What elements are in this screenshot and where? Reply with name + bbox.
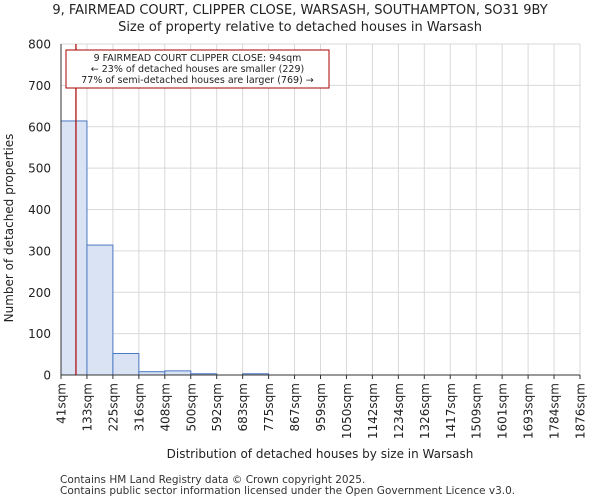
histogram-bar <box>112 352 140 376</box>
y-axis-label: Number of detached properties <box>2 134 16 323</box>
x-tick-label: 592sqm <box>210 383 224 431</box>
axes <box>60 44 581 379</box>
y-tick-label: 800 <box>28 38 51 52</box>
x-tick-label: 1234sqm <box>392 383 406 439</box>
annotation-line: 9 FAIRMEAD COURT CLIPPER CLOSE: 94sqm <box>94 53 302 64</box>
x-tick-label: 41sqm <box>55 383 69 424</box>
chart-subtitle: Size of property relative to detached ho… <box>118 20 482 35</box>
y-tick-labels: 0 100 200 300 400 500 600 700 800 <box>28 38 51 383</box>
bars <box>60 120 270 376</box>
annotation-line: 77% of semi-detached houses are larger (… <box>81 75 314 86</box>
y-tick-label: 700 <box>28 79 51 93</box>
x-tick-label: 1050sqm <box>340 383 354 439</box>
x-tick-label: 1326sqm <box>418 383 432 439</box>
x-tick-label: 1876sqm <box>574 383 588 439</box>
x-tick-label: 1417sqm <box>444 383 458 439</box>
x-tick-label: 225sqm <box>106 383 120 431</box>
x-axis-label: Distribution of detached houses by size … <box>167 447 474 461</box>
y-tick-label: 100 <box>28 327 51 341</box>
footer-licence: Contains public sector information licen… <box>60 485 516 497</box>
x-tick-label: 500sqm <box>184 383 198 431</box>
y-tick-label: 400 <box>28 203 51 217</box>
y-tick-label: 500 <box>28 162 51 176</box>
x-tick-label: 133sqm <box>80 383 94 431</box>
y-tick-label: 200 <box>28 286 51 300</box>
footer-copyright: Contains HM Land Registry data © Crown c… <box>60 474 366 486</box>
x-tick-label: 1784sqm <box>548 383 562 439</box>
x-tick-label: 683sqm <box>236 383 250 431</box>
histogram-bar <box>164 370 192 376</box>
annotation-line: ← 23% of detached houses are smaller (22… <box>91 64 304 75</box>
x-tick-labels: 41sqm 133sqm 225sqm 316sqm 408sqm 500sqm 592sq… <box>55 383 588 439</box>
x-tick-label: 867sqm <box>288 383 302 431</box>
x-tick-label: 408sqm <box>158 383 172 431</box>
chart-title: 9, FAIRMEAD COURT, CLIPPER CLOSE, WARSAS… <box>52 3 548 18</box>
grid-lines <box>60 43 581 376</box>
y-tick-label: 600 <box>28 120 51 134</box>
property-marker: 9 FAIRMEAD COURT CLIPPER CLOSE: 94sqm← 2… <box>65 44 330 375</box>
x-tick-label: 959sqm <box>314 383 328 431</box>
y-tick-label: 300 <box>28 244 51 258</box>
histogram-bar <box>60 120 88 376</box>
annotation-box <box>65 49 330 89</box>
x-tick-label: 1142sqm <box>366 383 380 439</box>
x-tick-label: 1601sqm <box>496 383 510 439</box>
x-tick-label: 316sqm <box>132 383 146 431</box>
y-tick-label: 0 <box>43 369 51 383</box>
x-tick-label: 1693sqm <box>522 383 536 439</box>
histogram-bar <box>86 244 114 376</box>
x-tick-label: 1509sqm <box>470 383 484 439</box>
x-tick-label: 775sqm <box>262 383 276 431</box>
